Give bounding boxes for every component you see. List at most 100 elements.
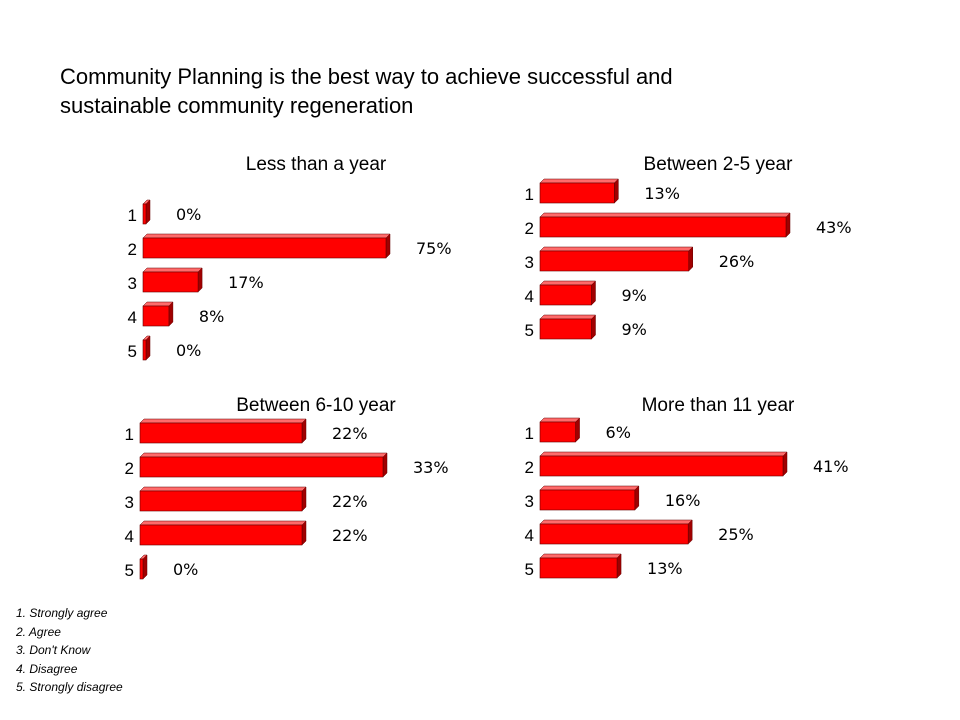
bar-top-more-than-11-year-3 <box>539 485 640 491</box>
legend-item-3: 3. Don't Know <box>16 643 91 657</box>
category-label-more-than-11-year-1: 1 <box>525 424 534 443</box>
bar-side-more-than-11-year-3 <box>634 485 640 511</box>
chart-title: Community Planning is the best way to ac… <box>60 62 920 120</box>
category-label-between-6-10-year-2: 2 <box>125 459 134 478</box>
bar-top-less-than-a-year-3 <box>142 267 203 273</box>
category-label-between-2-5-year-3: 3 <box>525 253 534 272</box>
bar-more-than-11-year-4 <box>539 523 689 545</box>
category-label-between-2-5-year-2: 2 <box>525 219 534 238</box>
category-label-between-6-10-year-3: 3 <box>125 493 134 512</box>
bar-more-than-11-year-1 <box>539 421 576 443</box>
category-label-less-than-a-year-1: 1 <box>128 206 137 225</box>
value-label-between-6-10-year-3: 22% <box>332 492 368 511</box>
bar-side-more-than-11-year-1 <box>575 417 580 443</box>
bar-side-less-than-a-year-5 <box>145 335 151 361</box>
bar-between-6-10-year-1 <box>139 422 303 444</box>
bar-top-more-than-11-year-1 <box>539 417 581 423</box>
chart-title-line-2: sustainable community regeneration <box>60 93 414 118</box>
bar-top-between-6-10-year-2 <box>139 452 388 458</box>
bar-less-than-a-year-2 <box>142 237 387 259</box>
category-legend: 1. Strongly agree 2. Agree 3. Don't Know… <box>16 604 123 697</box>
category-label-more-than-11-year-5: 5 <box>525 560 534 579</box>
bar-top-between-2-5-year-2 <box>539 212 791 218</box>
bar-more-than-11-year-5 <box>539 557 618 579</box>
bar-top-less-than-a-year-4 <box>142 301 174 307</box>
value-label-between-6-10-year-4: 22% <box>332 526 368 545</box>
bar-side-less-than-a-year-4 <box>168 301 174 327</box>
panel-title-between-6-10-year: Between 6-10 year <box>236 395 396 416</box>
bar-side-more-than-11-year-4 <box>687 519 693 545</box>
value-label-more-than-11-year-5: 13% <box>647 559 683 578</box>
bar-between-2-5-year-1 <box>539 182 615 204</box>
bar-top-more-than-11-year-5 <box>539 553 622 559</box>
value-label-between-2-5-year-4: 9% <box>621 286 646 305</box>
bar-side-less-than-a-year-2 <box>385 233 391 259</box>
bar-less-than-a-year-3 <box>142 271 199 293</box>
bar-between-2-5-year-2 <box>539 216 787 238</box>
category-label-more-than-11-year-3: 3 <box>525 492 534 511</box>
bar-between-6-10-year-5 <box>139 558 144 580</box>
value-label-more-than-11-year-1: 6% <box>606 423 631 442</box>
value-label-between-2-5-year-5: 9% <box>621 320 646 339</box>
bar-group-between-6-10-year: 1 22% 2 33% 3 22% 4 22% 5 0% <box>125 418 449 580</box>
bar-top-between-2-5-year-3 <box>539 246 694 252</box>
panel-title-less-than-a-year: Less than a year <box>245 154 387 175</box>
bar-top-between-2-5-year-4 <box>539 280 597 286</box>
bar-between-6-10-year-4 <box>139 524 303 546</box>
value-label-less-than-a-year-5: 0% <box>176 341 201 360</box>
bar-top-between-6-10-year-4 <box>139 520 307 526</box>
legend-item-5: 5. Strongly disagree <box>16 680 123 694</box>
bar-top-more-than-11-year-2 <box>539 451 788 457</box>
value-label-between-6-10-year-2: 33% <box>413 458 449 477</box>
category-label-between-6-10-year-1: 1 <box>125 425 134 444</box>
value-label-between-2-5-year-3: 26% <box>719 252 755 271</box>
bar-between-6-10-year-2 <box>139 456 384 478</box>
category-label-between-2-5-year-5: 5 <box>525 321 534 340</box>
bar-top-between-2-5-year-1 <box>539 178 619 184</box>
bar-side-between-2-5-year-1 <box>614 178 619 204</box>
value-label-more-than-11-year-2: 41% <box>813 457 849 476</box>
bar-side-between-6-10-year-2 <box>382 452 388 478</box>
category-label-between-2-5-year-1: 1 <box>525 185 534 204</box>
bar-side-between-6-10-year-1 <box>301 418 307 444</box>
bar-side-more-than-11-year-5 <box>616 553 622 579</box>
value-label-more-than-11-year-4: 25% <box>718 525 754 544</box>
category-label-between-6-10-year-4: 4 <box>125 527 134 546</box>
bar-more-than-11-year-2 <box>539 455 784 477</box>
value-label-between-2-5-year-2: 43% <box>816 218 852 237</box>
bar-less-than-a-year-5 <box>142 339 147 361</box>
bar-side-between-2-5-year-2 <box>785 212 791 238</box>
bar-less-than-a-year-4 <box>142 305 170 327</box>
bar-side-between-6-10-year-5 <box>142 554 148 580</box>
category-label-less-than-a-year-4: 4 <box>128 308 137 327</box>
category-label-more-than-11-year-2: 2 <box>525 458 534 477</box>
bar-side-between-6-10-year-3 <box>301 486 307 512</box>
value-label-less-than-a-year-3: 17% <box>228 273 264 292</box>
value-label-between-6-10-year-1: 22% <box>332 424 368 443</box>
value-label-less-than-a-year-4: 8% <box>199 307 224 326</box>
category-label-less-than-a-year-2: 2 <box>128 240 137 259</box>
bar-group-more-than-11-year: 1 6%2 41%3 16%4 25%5 13% <box>525 417 849 579</box>
category-label-between-2-5-year-4: 4 <box>525 287 534 306</box>
bar-side-between-6-10-year-4 <box>301 520 307 546</box>
bar-side-less-than-a-year-3 <box>197 267 203 293</box>
panel-title-more-than-11-year: More than 11 year <box>641 395 795 416</box>
bar-top-between-2-5-year-5 <box>539 314 597 320</box>
category-label-between-6-10-year-5: 5 <box>125 561 134 580</box>
value-label-less-than-a-year-2: 75% <box>416 239 452 258</box>
category-label-more-than-11-year-4: 4 <box>525 526 534 545</box>
bar-side-between-2-5-year-3 <box>688 246 693 272</box>
bar-side-more-than-11-year-2 <box>782 451 788 477</box>
bar-between-2-5-year-5 <box>539 318 592 340</box>
value-label-between-6-10-year-5: 0% <box>173 560 198 579</box>
legend-item-2: 2. Agree <box>16 624 61 639</box>
value-label-less-than-a-year-1: 0% <box>176 205 201 224</box>
value-label-more-than-11-year-3: 16% <box>665 491 701 510</box>
legend-item-4: 4. Disagree <box>16 661 78 676</box>
panel-title-between-2-5-year: Between 2-5 year <box>643 154 793 175</box>
bar-top-between-6-10-year-1 <box>139 418 307 424</box>
bar-between-6-10-year-3 <box>139 490 303 512</box>
value-label-between-2-5-year-1: 13% <box>644 184 680 203</box>
bar-side-between-2-5-year-5 <box>591 314 596 340</box>
